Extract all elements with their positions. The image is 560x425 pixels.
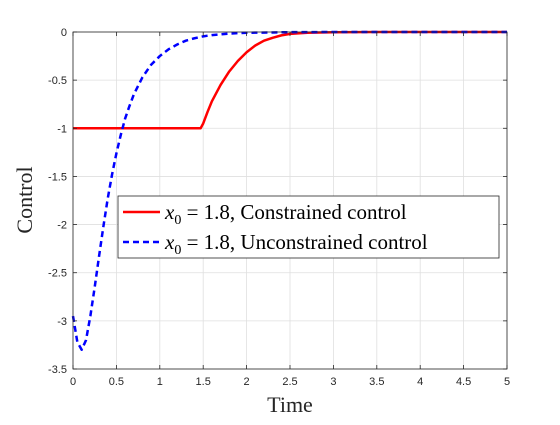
legend-sub-unconstrained: 0 <box>174 243 181 258</box>
legend-sub-constrained: 0 <box>174 213 181 228</box>
x-tick-label: 0.5 <box>109 376 124 388</box>
x-tick-label: 4 <box>417 376 423 388</box>
x-tick-label: 4.5 <box>456 376 471 388</box>
x-axis-label: Time <box>267 392 313 417</box>
legend-label-constrained: x0 = 1.8, Constrained control <box>164 200 407 228</box>
legend-eq-unconstrained: = 1.8, <box>181 230 240 254</box>
legend-entry-constrained: x0 = 1.8, Constrained control <box>123 200 407 228</box>
x-tick-label: 1 <box>157 376 163 388</box>
y-axis-label: Control <box>12 166 37 233</box>
x-tick-label: 3.5 <box>369 376 384 388</box>
y-tick-label: -3.5 <box>48 364 67 376</box>
legend-text-unconstrained: Unconstrained control <box>240 230 427 254</box>
y-tick-label: -2 <box>57 220 67 232</box>
x-tick-label: 2 <box>244 376 250 388</box>
y-tick-labels: -3.5 -3 -2.5 -2 -1.5 -1 -0.5 0 <box>48 27 67 376</box>
legend-entry-unconstrained: x0 = 1.8, Unconstrained control <box>123 230 428 258</box>
y-tick-label: -1 <box>57 123 67 135</box>
x-tick-label: 2.5 <box>282 376 297 388</box>
legend-label-unconstrained: x0 = 1.8, Unconstrained control <box>164 230 428 258</box>
legend-eq-constrained: = 1.8, <box>181 200 240 224</box>
y-tick-label: -2.5 <box>48 268 67 280</box>
legend-text-constrained: Constrained control <box>240 200 406 224</box>
y-tick-label: -1.5 <box>48 171 67 183</box>
legend: x0 = 1.8, Constrained control x0 = 1.8, … <box>117 195 500 259</box>
x-tick-label: 0 <box>70 376 76 388</box>
x-tick-label: 1.5 <box>196 376 211 388</box>
y-tick-label: -0.5 <box>48 75 67 87</box>
x-tick-label: 3 <box>330 376 336 388</box>
ticks <box>72 31 508 370</box>
y-tick-label: 0 <box>61 27 67 39</box>
legend-var-unconstrained: x <box>164 230 175 254</box>
x-tick-labels: 0 0.5 1 1.5 2 2.5 3 3.5 4 4.5 5 <box>70 376 510 388</box>
x-tick-label: 5 <box>504 376 510 388</box>
legend-box <box>117 195 500 259</box>
y-tick-label: -3 <box>57 316 67 328</box>
series-line-unconstrained <box>71 30 507 351</box>
legend-var-constrained: x <box>164 200 175 224</box>
